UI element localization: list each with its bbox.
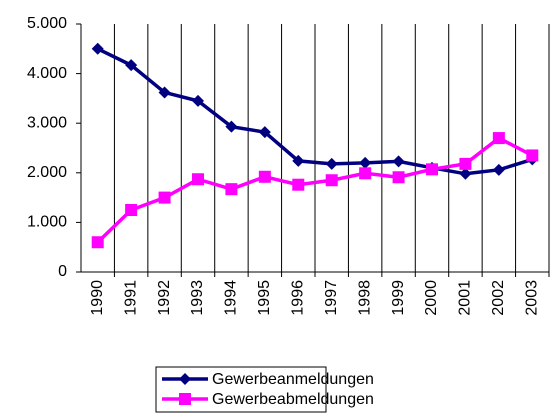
marker xyxy=(192,94,204,107)
marker xyxy=(359,156,372,169)
x-tick-label: 1991 xyxy=(122,280,139,316)
x-tick-label: 1995 xyxy=(256,280,273,316)
x-tick-label: 1993 xyxy=(189,280,206,316)
x-tick-label: 1999 xyxy=(390,280,407,316)
marker xyxy=(292,178,305,191)
marker xyxy=(158,191,171,204)
y-tick-label: 0 xyxy=(58,263,67,280)
x-tick-label: 2001 xyxy=(457,280,474,316)
y-tick-label: 5.000 xyxy=(27,15,67,32)
marker xyxy=(91,236,104,249)
marker xyxy=(526,149,539,162)
marker xyxy=(392,155,405,168)
marker xyxy=(158,86,171,99)
marker xyxy=(459,157,472,170)
marker xyxy=(225,120,238,133)
x-tick-label: 1994 xyxy=(223,280,240,316)
legend-marker xyxy=(179,373,191,385)
x-tick-label: 1990 xyxy=(89,280,106,316)
x-tick-label: 1996 xyxy=(290,280,307,316)
marker xyxy=(125,59,138,72)
y-tick-label: 2.000 xyxy=(27,164,67,181)
marker xyxy=(325,174,338,187)
y-tick-label: 1.000 xyxy=(27,214,67,231)
marker xyxy=(359,167,372,180)
x-tick-label: 2000 xyxy=(423,280,440,316)
marker xyxy=(125,204,138,216)
legend-label: Gewerbeanmeldungen xyxy=(212,371,374,388)
marker xyxy=(492,132,505,145)
x-tick-label: 1997 xyxy=(323,280,340,316)
x-tick-label: 1992 xyxy=(156,280,173,316)
marker xyxy=(325,157,338,170)
marker xyxy=(459,167,472,180)
x-tick-label: 2002 xyxy=(490,280,507,316)
marker xyxy=(225,183,238,196)
marker xyxy=(192,173,204,186)
legend-label: Gewerbeabmeldungen xyxy=(212,391,374,408)
y-tick-label: 3.000 xyxy=(27,114,67,131)
legend-marker xyxy=(179,393,191,405)
x-tick-label: 1998 xyxy=(356,280,373,316)
marker xyxy=(258,170,271,183)
marker xyxy=(258,126,271,139)
series-line xyxy=(96,47,533,176)
marker xyxy=(292,154,305,167)
marker xyxy=(492,163,505,176)
marker xyxy=(426,163,438,176)
marker xyxy=(91,42,104,55)
marker xyxy=(392,171,405,184)
y-tick-label: 4.000 xyxy=(27,65,67,82)
x-tick-label: 2003 xyxy=(524,280,541,316)
